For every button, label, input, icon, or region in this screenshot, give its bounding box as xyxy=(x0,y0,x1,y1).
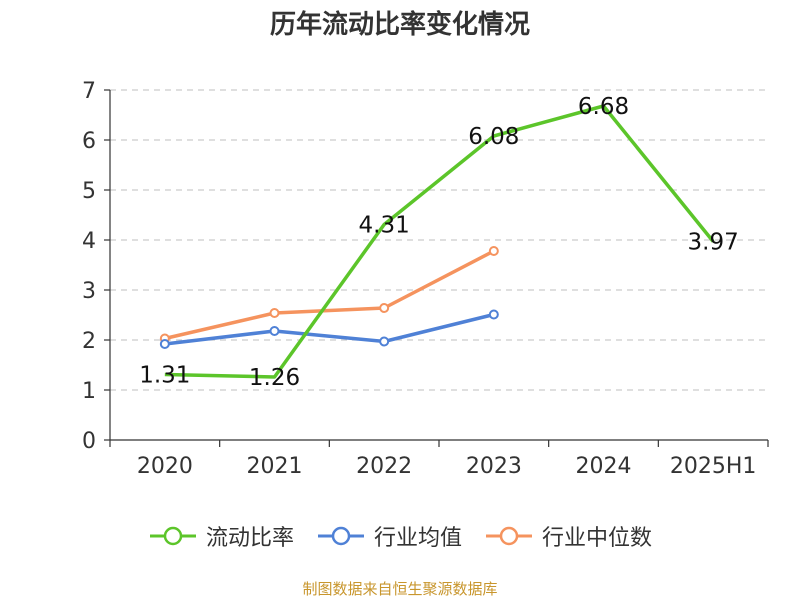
y-tick-label: 6 xyxy=(82,129,96,154)
data-label: 4.31 xyxy=(359,213,410,239)
y-tick-label: 3 xyxy=(82,279,96,304)
x-tick-label: 2022 xyxy=(356,454,412,479)
series-point xyxy=(269,326,280,336)
x-tick-label: 2021 xyxy=(247,454,303,479)
series-point xyxy=(379,303,390,313)
x-tick-label: 2020 xyxy=(137,454,193,479)
series-point xyxy=(159,339,170,349)
series-point xyxy=(269,308,280,318)
y-tick-label: 5 xyxy=(82,179,96,204)
data-label: 1.31 xyxy=(139,363,190,389)
y-tick-label: 4 xyxy=(82,229,96,254)
legend-line-circle-icon xyxy=(149,526,196,546)
legend-item[interactable]: 行业中位数 xyxy=(484,520,652,552)
series-line-0 xyxy=(164,104,715,379)
series-point xyxy=(379,336,390,347)
data-label: 1.26 xyxy=(249,365,300,391)
legend-label: 行业均值 xyxy=(373,526,462,551)
grid-lines xyxy=(110,89,768,391)
series-lines xyxy=(159,104,715,379)
series-line-2 xyxy=(164,249,495,341)
series-point xyxy=(488,309,499,320)
x-tick-label: 2023 xyxy=(466,454,522,479)
chart-title: 历年流动比率变化情况 xyxy=(269,10,530,40)
y-tick-label: 7 xyxy=(82,79,96,104)
legend: 流动比率 行业均值 行业中位数 xyxy=(0,520,800,552)
x-tick-label: 2025H1 xyxy=(670,454,757,479)
data-labels: 1.31 1.26 4.31 6.08 6.68 3.97 xyxy=(139,94,739,391)
legend-line-circle-icon xyxy=(317,526,364,546)
axes: 0 1 2 3 4 5 6 7 2020 2021 2022 2023 2024 2025H1 xyxy=(82,79,769,479)
series-point xyxy=(488,246,499,256)
legend-label: 流动比率 xyxy=(205,526,294,551)
data-label: 6.68 xyxy=(578,94,629,120)
series-line-1 xyxy=(164,312,495,346)
source-note: 制图数据来自恒生聚源数据库 xyxy=(302,580,498,598)
y-tick-label: 0 xyxy=(82,429,96,454)
data-label: 6.08 xyxy=(468,124,519,150)
legend-item[interactable]: 行业均值 xyxy=(316,520,462,552)
y-tick-label: 1 xyxy=(82,379,96,404)
x-tick-label: 2024 xyxy=(576,454,632,479)
legend-item[interactable]: 流动比率 xyxy=(148,520,294,552)
legend-line-circle-icon xyxy=(486,526,532,546)
data-label: 3.97 xyxy=(688,230,739,256)
y-tick-label: 2 xyxy=(82,329,96,354)
legend-label: 行业中位数 xyxy=(542,526,653,551)
